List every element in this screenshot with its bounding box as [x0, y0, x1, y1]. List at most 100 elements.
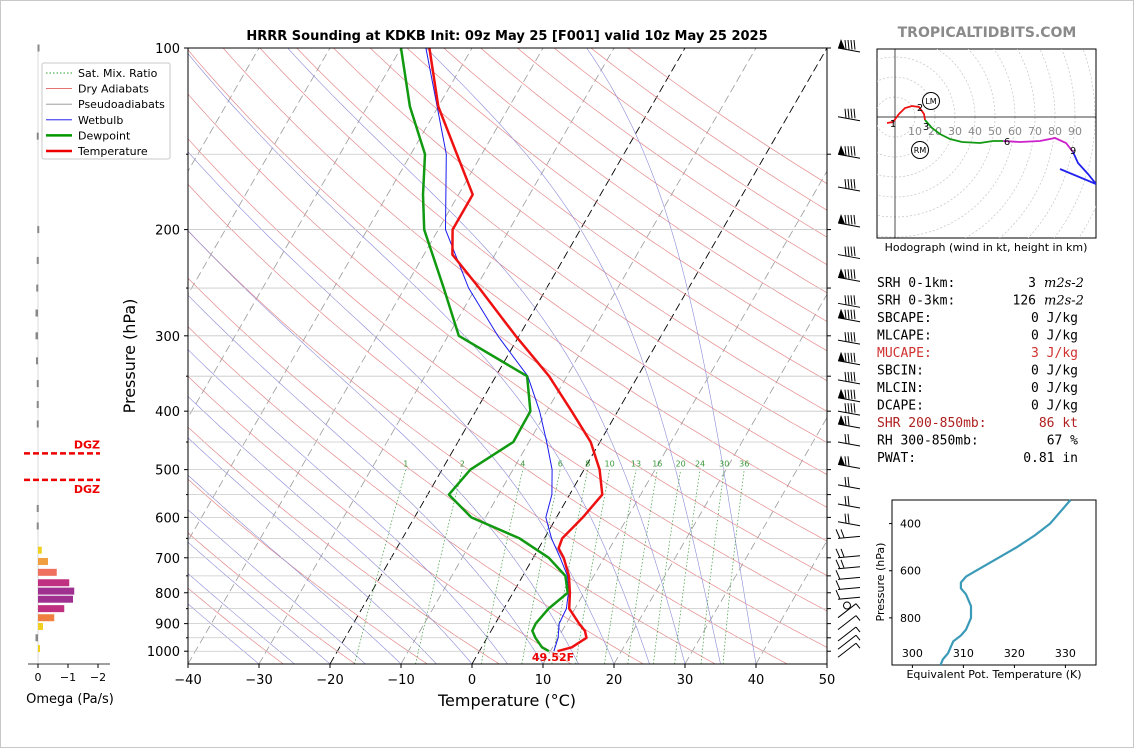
barb-staff [837, 576, 861, 580]
omega-bar [38, 645, 40, 653]
indices-table: SRH 0-1km: 3 m2s-2 SRH 0-3km: 126 m2s-2 SBCAPE… [877, 276, 1084, 466]
index-label: SBCAPE: [877, 311, 932, 326]
omega-panel: 0 −1 −2 DGZ DGZ [24, 44, 110, 684]
barb-flag [853, 403, 856, 413]
hodograph-ring-label: 60 [1008, 125, 1022, 138]
barb-pennant [838, 308, 845, 319]
barb-flag [844, 332, 847, 342]
x-tick-label: 10 [535, 673, 552, 688]
dry-adiabat-line [222, 48, 827, 508]
barb-flag [844, 352, 847, 363]
hodograph-trace [1059, 151, 1096, 185]
index-label: SRH 0-3km: [877, 294, 955, 309]
pseudoadiabat-line [188, 230, 579, 664]
pseudoadiabat-line [586, 48, 757, 664]
dry-adiabat-line [188, 230, 788, 664]
index-label: SBCIN: [877, 364, 924, 379]
omega-tick-label: −1 [60, 671, 76, 684]
index-value: 0 J/kg [1031, 399, 1078, 414]
barb-flag [847, 371, 850, 382]
barb-flag [844, 389, 847, 400]
dry-adiabat-line [369, 48, 827, 382]
y-tick-label: 700 [155, 552, 180, 567]
barb-flag [850, 146, 853, 156]
barb-flag [844, 513, 847, 524]
dry-adiabat-line [333, 48, 827, 412]
barb-staff [837, 360, 861, 366]
barb-staff [837, 153, 861, 159]
barb-flag [847, 108, 850, 119]
barb-flag [844, 39, 847, 50]
barb-flag [844, 269, 847, 279]
barb-flag [844, 415, 847, 426]
hodograph-trace [924, 119, 1003, 144]
index-value: 0 J/kg [1031, 329, 1078, 344]
barb-flag [850, 214, 853, 225]
mixing-ratio-line [604, 469, 637, 664]
wind-barb [835, 570, 861, 580]
isotherm-line [188, 48, 473, 542]
mixing-ratio-label: 8 [585, 460, 590, 469]
dry-adiabat-line [188, 478, 428, 664]
omega-bar [38, 614, 55, 622]
isotherm-line [188, 48, 260, 173]
skewt-profiles [399, 48, 604, 653]
storm-motion-marker [911, 141, 929, 159]
index-value: 67 % [1047, 434, 1078, 449]
barb-flag [853, 178, 856, 189]
skewt-ylabel: Pressure (hPa) [120, 299, 139, 414]
barb-staff [837, 586, 861, 590]
pseudoadiabat-line [188, 541, 331, 664]
dry-adiabat-line [443, 48, 827, 322]
index-value: 126 [1013, 294, 1036, 309]
dry-adiabat-line [188, 183, 827, 648]
dgz-label: DGZ [74, 438, 100, 451]
barb-flag [844, 178, 847, 189]
legend-label: Pseudoadiabats [78, 98, 165, 111]
barb-flag [853, 352, 856, 363]
barb-flag [844, 456, 847, 466]
theta-e-line [939, 499, 1072, 666]
barb-flag [847, 295, 850, 305]
wind-barb [837, 476, 861, 490]
x-tick-label: 0 [468, 673, 476, 688]
index-value: 3 J/kg [1031, 346, 1078, 361]
wind-barb [837, 642, 861, 658]
wind-barb [837, 308, 861, 323]
barb-staff [837, 463, 861, 469]
barb-flag [850, 352, 853, 363]
hodograph-height-label: 1 [890, 119, 896, 130]
theta-e-ytick-label: 400 [900, 518, 921, 531]
omega-tick-label: −2 [90, 671, 106, 684]
omega-bar [36, 401, 39, 409]
mixing-ratio-label: 13 [631, 460, 641, 469]
wind-barb [837, 495, 861, 509]
barb-staff [837, 503, 861, 509]
barb-flag [835, 559, 841, 569]
isotherm-line [613, 293, 827, 664]
barb-staff [837, 615, 857, 631]
barb-flag [847, 178, 850, 189]
wind-barb [837, 414, 861, 429]
wind-barb [837, 433, 861, 447]
barb-staff [837, 302, 861, 308]
dry-adiabat-line [188, 587, 284, 664]
wind-barb [837, 513, 861, 527]
theta-e-xlabel: Equivalent Pot. Temperature (K) [906, 668, 1081, 681]
mixing-ratio-label: 10 [605, 460, 615, 469]
wetbulb-line [425, 48, 569, 652]
index-value: 86 kt [1039, 416, 1078, 431]
index-label: MUCAPE: [877, 346, 932, 361]
barb-staff [837, 410, 861, 416]
legend-label: Wetbulb [78, 114, 123, 127]
barb-flag [855, 634, 861, 641]
wind-barb [837, 626, 861, 642]
wind-barb [837, 108, 861, 122]
hodograph-ring-label: 50 [988, 125, 1002, 138]
barb-flag [844, 108, 847, 119]
pseudoadiabat-line [188, 573, 295, 664]
theta-e-xtick-label: 300 [902, 647, 923, 660]
barb-flag [855, 615, 861, 621]
barb-flag [844, 146, 847, 156]
